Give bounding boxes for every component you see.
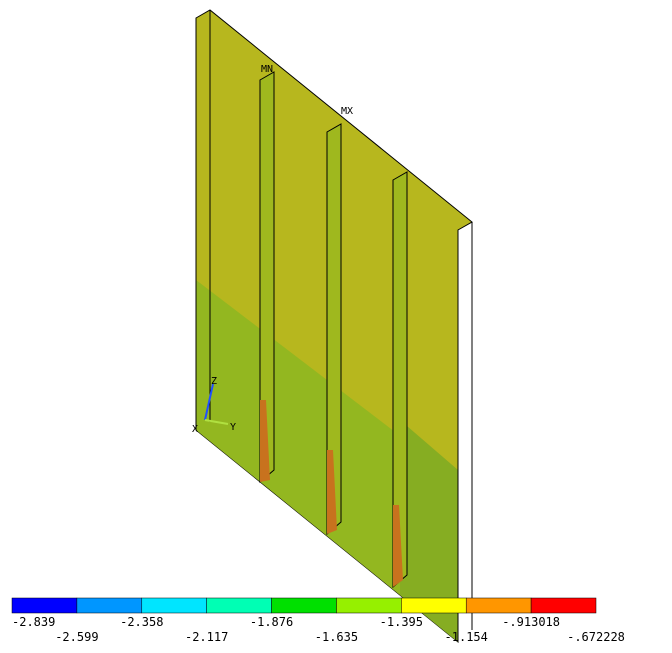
legend-label: -2.117 [185, 630, 228, 644]
triad-x-label: X [192, 424, 198, 435]
legend-label: -1.395 [380, 615, 423, 629]
min-label: MN [261, 64, 273, 75]
legend: -2.839-2.599 -2.358 -2.117 -1.876 -1.635 -1.3… [12, 598, 625, 644]
triad-y-label: Y [230, 422, 236, 433]
legend-swatch [401, 598, 466, 613]
max-label: MX [341, 106, 353, 117]
triad-z-label: Z [211, 376, 217, 387]
legend-swatch [207, 598, 272, 613]
legend-label: -2.358 [120, 615, 163, 629]
legend-label: -1.876 [250, 615, 293, 629]
legend-swatch [531, 598, 596, 613]
legend-label: -.913018 [502, 615, 560, 629]
legend-label: -2.839 [12, 615, 55, 629]
legend-swatch [336, 598, 401, 613]
model: MN MX X Y Z [192, 10, 472, 642]
legend-label: -1.154 [445, 630, 488, 644]
legend-label: -2.599 [55, 630, 98, 644]
legend-label: -.672228 [567, 630, 625, 644]
legend-swatch [466, 598, 531, 613]
legend-swatch [12, 598, 77, 613]
legend-swatch [272, 598, 337, 613]
legend-label: -1.635 [315, 630, 358, 644]
screen: MN MX X Y Z -2.839-2.599 -2.358 -2.117 -1.8… [0, 0, 672, 653]
legend-swatch [77, 598, 142, 613]
legend-swatch [142, 598, 207, 613]
